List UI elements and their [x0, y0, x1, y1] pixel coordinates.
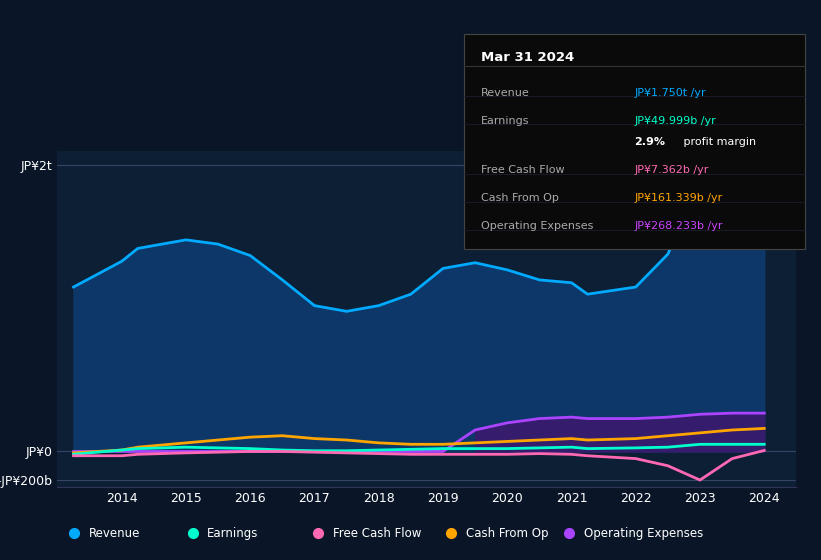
Text: Earnings: Earnings: [481, 115, 530, 125]
Text: Revenue: Revenue: [89, 527, 140, 540]
Text: JP¥7.362b /yr: JP¥7.362b /yr: [635, 165, 709, 175]
Text: JP¥161.339b /yr: JP¥161.339b /yr: [635, 193, 722, 203]
Text: Cash From Op: Cash From Op: [466, 527, 548, 540]
Text: profit margin: profit margin: [681, 137, 756, 147]
FancyBboxPatch shape: [464, 34, 805, 249]
Text: 2.9%: 2.9%: [635, 137, 665, 147]
Text: Operating Expenses: Operating Expenses: [585, 527, 704, 540]
Text: Revenue: Revenue: [481, 87, 530, 97]
Text: Operating Expenses: Operating Expenses: [481, 221, 594, 231]
Text: Earnings: Earnings: [208, 527, 259, 540]
Text: JP¥49.999b /yr: JP¥49.999b /yr: [635, 115, 716, 125]
Text: Free Cash Flow: Free Cash Flow: [333, 527, 421, 540]
Text: Mar 31 2024: Mar 31 2024: [481, 51, 574, 64]
Text: Cash From Op: Cash From Op: [481, 193, 559, 203]
Text: JP¥1.750t /yr: JP¥1.750t /yr: [635, 87, 706, 97]
Text: Free Cash Flow: Free Cash Flow: [481, 165, 565, 175]
Text: JP¥268.233b /yr: JP¥268.233b /yr: [635, 221, 722, 231]
